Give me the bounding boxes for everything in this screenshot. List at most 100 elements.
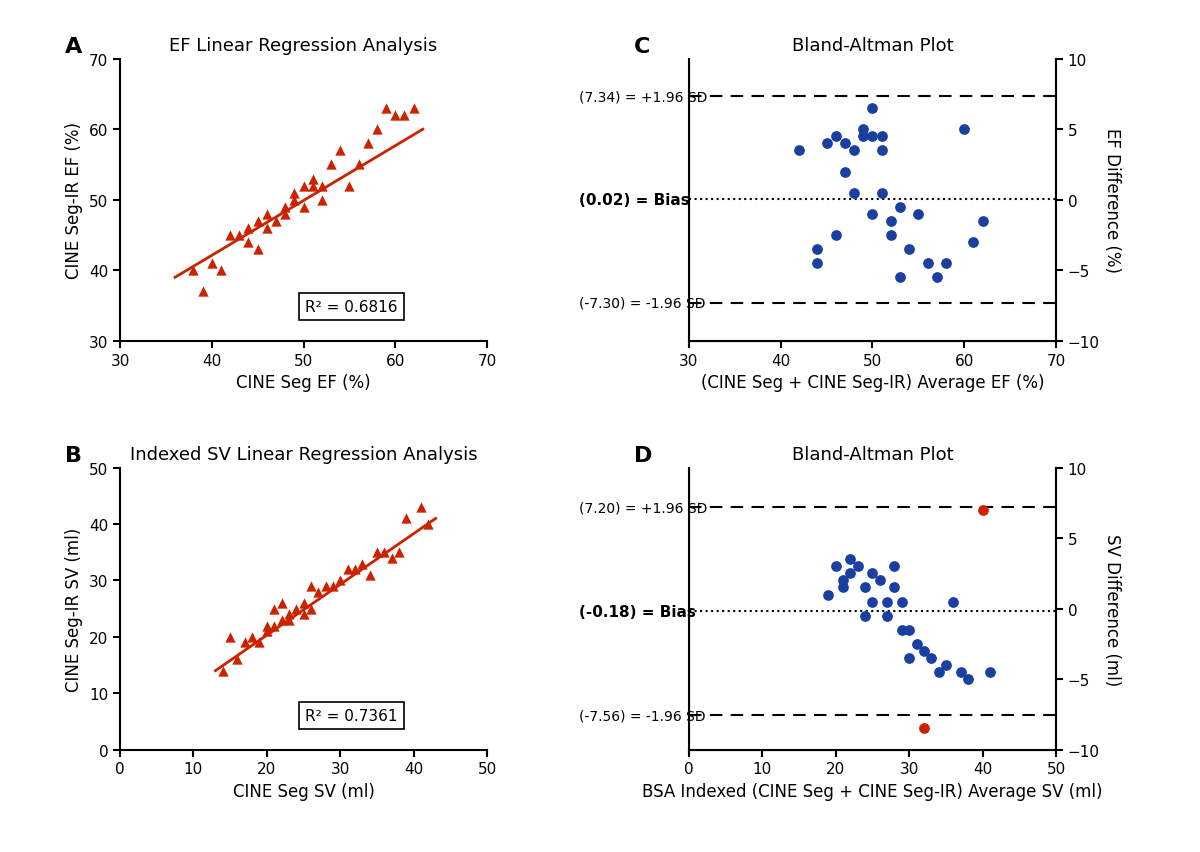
X-axis label: BSA Indexed (CINE Seg + CINE Seg-IR) Average SV (ml): BSA Indexed (CINE Seg + CINE Seg-IR) Ave…: [642, 782, 1103, 800]
Point: [900, 623, 919, 636]
Text: R² = 0.7361: R² = 0.7361: [305, 709, 397, 723]
Point: [808, 243, 827, 256]
Title: Bland-Altman Plot: Bland-Altman Plot: [792, 446, 953, 463]
X-axis label: CINE Seg SV (ml): CINE Seg SV (ml): [233, 782, 374, 800]
Point: [257, 619, 276, 633]
Point: [377, 102, 396, 116]
Point: [272, 613, 292, 627]
Point: [835, 137, 854, 151]
Point: [257, 208, 276, 222]
Text: (7.20) = +1.96 SD: (7.20) = +1.96 SD: [578, 500, 707, 515]
Point: [890, 201, 910, 215]
Point: [250, 636, 269, 649]
Point: [936, 659, 955, 672]
Point: [790, 144, 809, 158]
Text: D: D: [634, 446, 653, 465]
Point: [338, 562, 358, 576]
Point: [184, 264, 203, 278]
Point: [848, 560, 868, 573]
Point: [943, 595, 962, 608]
Text: B: B: [65, 446, 82, 465]
Point: [331, 144, 350, 158]
Point: [884, 581, 904, 595]
Point: [301, 602, 320, 616]
Point: [294, 180, 313, 193]
Y-axis label: CINE Seg-IR SV (ml): CINE Seg-IR SV (ml): [65, 527, 83, 691]
Point: [856, 609, 875, 623]
Point: [872, 187, 892, 200]
Point: [841, 553, 860, 567]
Y-axis label: SV Difference (ml): SV Difference (ml): [1103, 532, 1121, 685]
Point: [808, 257, 827, 271]
Point: [284, 187, 304, 200]
Point: [928, 271, 947, 285]
Point: [389, 546, 408, 560]
Point: [312, 193, 331, 207]
Point: [374, 546, 394, 560]
X-axis label: CINE Seg EF (%): CINE Seg EF (%): [236, 374, 371, 392]
Point: [973, 504, 992, 517]
Point: [877, 595, 896, 608]
Point: [845, 144, 864, 158]
Point: [214, 664, 233, 677]
Point: [884, 560, 904, 573]
Point: [863, 595, 882, 608]
Point: [893, 595, 912, 608]
Point: [301, 579, 320, 593]
Point: [367, 546, 386, 560]
Point: [385, 109, 404, 123]
Point: [826, 560, 845, 573]
Point: [304, 173, 323, 187]
Point: [346, 562, 365, 576]
Point: [360, 568, 379, 582]
Point: [284, 193, 304, 207]
Y-axis label: CINE Seg-IR EF (%): CINE Seg-IR EF (%): [65, 122, 83, 279]
Point: [322, 158, 341, 172]
Point: [826, 130, 845, 144]
Point: [907, 637, 926, 651]
Point: [248, 243, 268, 256]
Point: [872, 144, 892, 158]
Point: [294, 201, 313, 215]
Point: [936, 257, 955, 271]
Point: [914, 722, 934, 735]
Point: [835, 165, 854, 179]
Point: [863, 567, 882, 580]
Point: [228, 653, 247, 666]
Point: [276, 201, 295, 215]
Point: [367, 124, 386, 137]
Point: [239, 236, 258, 250]
Point: [353, 557, 372, 571]
Text: (7.34) = +1.96 SD: (7.34) = +1.96 SD: [578, 90, 707, 104]
Point: [419, 518, 438, 532]
Text: (-7.30) = -1.96 SD: (-7.30) = -1.96 SD: [578, 296, 706, 310]
Point: [266, 215, 286, 228]
Point: [349, 158, 368, 172]
Point: [280, 613, 299, 627]
Point: [193, 285, 212, 299]
Point: [853, 124, 872, 137]
Point: [834, 574, 853, 588]
Point: [918, 257, 937, 271]
Point: [397, 512, 416, 526]
Text: (0.02) = Bias: (0.02) = Bias: [578, 193, 690, 208]
Point: [818, 588, 838, 602]
Title: EF Linear Regression Analysis: EF Linear Regression Analysis: [169, 37, 438, 55]
Point: [900, 652, 919, 665]
Point: [877, 609, 896, 623]
Point: [304, 180, 323, 193]
Point: [890, 271, 910, 285]
Point: [959, 672, 978, 686]
Point: [908, 208, 928, 222]
Point: [834, 581, 853, 595]
X-axis label: (CINE Seg + CINE Seg-IR) Average EF (%): (CINE Seg + CINE Seg-IR) Average EF (%): [701, 374, 1044, 392]
Point: [893, 623, 912, 636]
Point: [841, 567, 860, 580]
Point: [312, 180, 331, 193]
Point: [900, 243, 919, 256]
Point: [264, 619, 283, 633]
Point: [881, 215, 900, 228]
Point: [950, 665, 970, 679]
Text: (-7.56) = -1.96 SD: (-7.56) = -1.96 SD: [578, 708, 706, 722]
Point: [980, 665, 1000, 679]
